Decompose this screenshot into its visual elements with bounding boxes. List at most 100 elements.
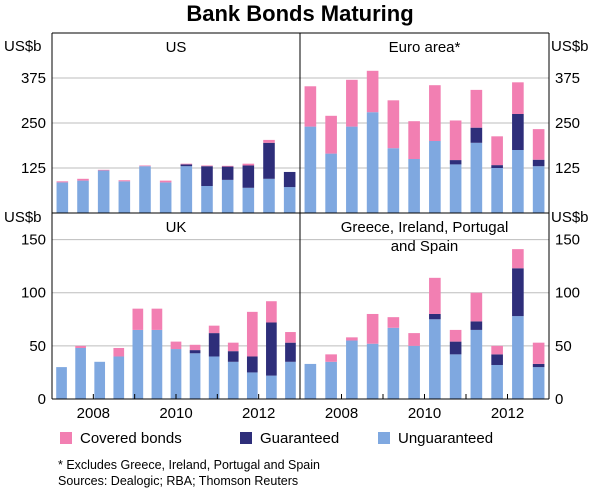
bar-covered-euro-5 [408, 121, 420, 159]
bar-guaranteed-uk-9 [227, 351, 239, 362]
bar-unguaranteed-gips-5 [408, 345, 420, 399]
bar-covered-us-8 [221, 165, 234, 167]
bar-unguaranteed-uk-10 [246, 372, 258, 399]
bar-unguaranteed-us-9 [242, 187, 255, 213]
bar-covered-gips-2 [346, 337, 358, 341]
bar-covered-uk-10 [246, 311, 258, 357]
bar-unguaranteed-gips-3 [366, 343, 379, 399]
bar-unguaranteed-us-7 [201, 186, 213, 213]
bar-unguaranteed-us-11 [283, 187, 296, 213]
bar-covered-uk-3 [113, 347, 125, 357]
bar-unguaranteed-gips-4 [387, 327, 400, 399]
bar-guaranteed-uk-7 [189, 350, 201, 354]
bar-unguaranteed-us-0 [56, 182, 69, 213]
bar-unguaranteed-us-10 [263, 178, 275, 213]
bar-covered-uk-5 [151, 308, 163, 330]
panel-title: and Spain [391, 238, 459, 255]
bar-unguaranteed-uk-5 [151, 329, 163, 399]
bar-covered-us-5 [159, 180, 172, 183]
bar-guaranteed-gips-9 [491, 354, 503, 365]
legend-label-unguaranteed: Unguaranteed [398, 430, 493, 447]
bar-covered-uk-9 [227, 342, 239, 352]
bar-unguaranteed-uk-4 [132, 329, 144, 399]
bar-guaranteed-uk-10 [246, 356, 258, 373]
bar-unguaranteed-gips-1 [325, 361, 337, 399]
bar-covered-us-1 [77, 178, 89, 181]
bar-covered-euro-4 [387, 100, 400, 149]
panels: 125 250 375 US 125 250 375 Euro area* 0 50 100 150 2… [21, 32, 580, 422]
legend-swatch-unguaranteed [378, 432, 390, 444]
bar-covered-us-2 [97, 169, 110, 171]
bar-unguaranteed-us-8 [221, 179, 234, 213]
footnote: * Excludes Greece, Ireland, Portugal and… [58, 458, 320, 472]
bar-unguaranteed-euro-3 [366, 112, 379, 213]
ytick-label: 50 [555, 338, 572, 355]
panel-us: 125 250 375 US [21, 39, 300, 213]
bar-covered-gips-7 [449, 329, 462, 342]
bar-guaranteed-euro-11 [532, 159, 545, 167]
bar-unguaranteed-us-5 [159, 182, 172, 213]
bar-unguaranteed-us-4 [139, 166, 151, 213]
bar-unguaranteed-euro-0 [304, 126, 317, 213]
bar-covered-us-9 [242, 163, 255, 166]
xtick-label: 2010 [159, 405, 192, 422]
bar-unguaranteed-uk-2 [94, 361, 106, 399]
bar-unguaranteed-uk-12 [285, 361, 296, 399]
bar-unguaranteed-uk-0 [56, 367, 67, 399]
bar-unguaranteed-uk-11 [266, 375, 277, 399]
panel-title: Greece, Ireland, Portugal [341, 219, 509, 236]
bar-unguaranteed-gips-0 [304, 363, 317, 399]
legend-label-guaranteed: Guaranteed [260, 430, 339, 447]
panel-uk: 0 50 100 150 2008 2010 2012 UK [21, 219, 300, 422]
ytick-label: 0 [555, 391, 563, 408]
bar-guaranteed-us-7 [201, 166, 213, 186]
ytick-label: 125 [555, 160, 580, 177]
xtick-label: 2008 [77, 405, 110, 422]
xtick-label: 2012 [242, 405, 275, 422]
bar-covered-uk-4 [132, 308, 144, 330]
xtick-label: 2008 [325, 405, 358, 422]
bar-unguaranteed-uk-7 [189, 353, 201, 399]
bar-covered-us-7 [201, 165, 213, 167]
units-label-top-right: US$b [551, 38, 589, 55]
legend-swatch-covered [60, 432, 72, 444]
bar-covered-euro-11 [532, 129, 545, 160]
bar-covered-euro-2 [346, 79, 358, 127]
bar-guaranteed-gips-10 [512, 268, 524, 317]
bar-guaranteed-uk-12 [285, 342, 296, 362]
bar-covered-uk-12 [285, 332, 296, 343]
ytick-label: 50 [29, 338, 46, 355]
ytick-label: 0 [38, 391, 46, 408]
bar-unguaranteed-gips-10 [512, 316, 524, 399]
bar-unguaranteed-euro-9 [491, 168, 503, 213]
bar-guaranteed-us-9 [242, 165, 255, 188]
bar-covered-euro-7 [449, 120, 462, 161]
bar-covered-gips-9 [491, 345, 503, 355]
bar-guaranteed-gips-8 [470, 321, 483, 330]
bar-covered-uk-6 [170, 341, 182, 350]
bar-unguaranteed-gips-2 [346, 340, 358, 399]
bar-covered-gips-10 [512, 249, 524, 269]
bar-unguaranteed-us-1 [77, 180, 89, 213]
bar-unguaranteed-us-2 [97, 170, 110, 213]
bar-unguaranteed-euro-2 [346, 126, 358, 213]
bar-guaranteed-us-6 [180, 164, 193, 167]
bar-guaranteed-euro-10 [512, 114, 524, 150]
sources: Sources: Dealogic; RBA; Thomson Reuters [58, 474, 298, 488]
bar-guaranteed-us-10 [263, 142, 275, 179]
bar-guaranteed-gips-11 [532, 363, 545, 368]
bar-covered-euro-9 [491, 136, 503, 166]
bar-covered-uk-7 [189, 344, 201, 351]
bar-unguaranteed-euro-4 [387, 148, 400, 213]
ytick-label: 150 [21, 232, 46, 249]
bar-covered-gips-1 [325, 354, 337, 362]
bar-covered-gips-5 [408, 333, 420, 346]
bar-unguaranteed-us-6 [180, 166, 193, 213]
ytick-label: 250 [21, 115, 46, 132]
bar-covered-gips-3 [366, 313, 379, 344]
bar-guaranteed-uk-8 [208, 333, 220, 357]
panel-gips: 0 50 100 150 2008 2010 2012 Greece, Ireland, Po… [300, 219, 580, 422]
legend: Covered bonds Guaranteed Unguaranteed [60, 430, 493, 447]
bar-covered-euro-3 [366, 70, 379, 113]
